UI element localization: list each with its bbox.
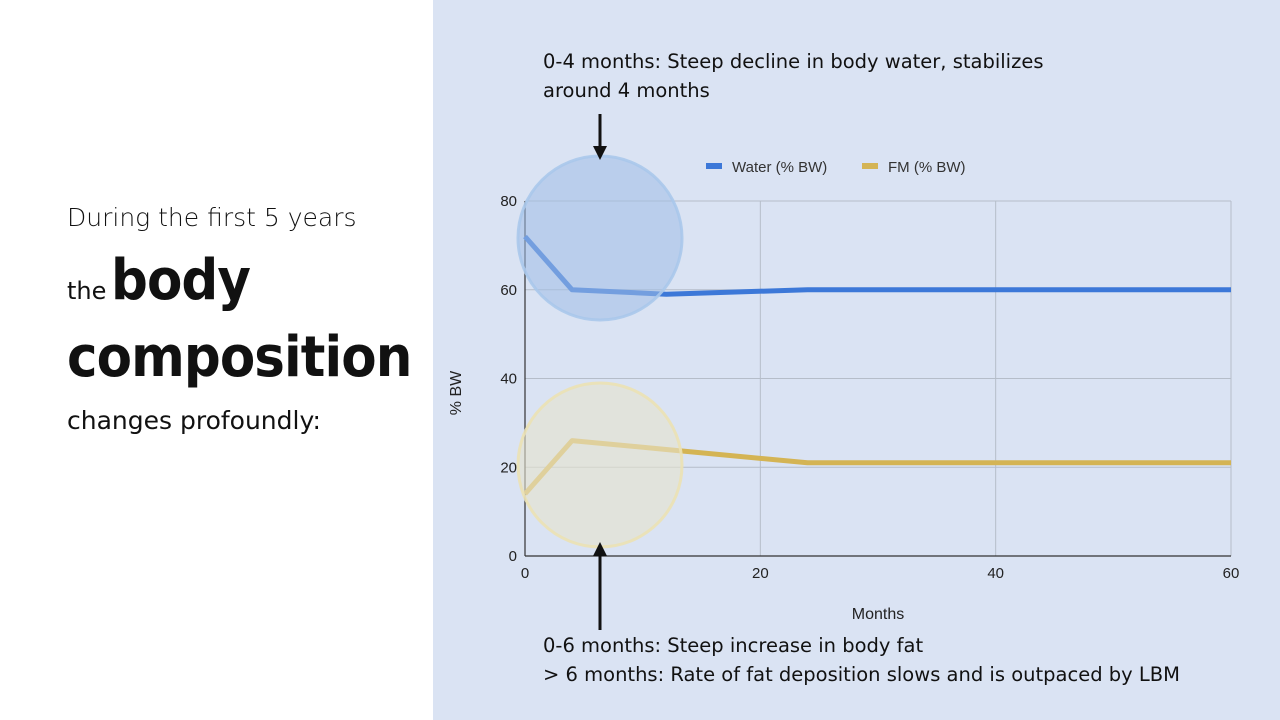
annotation-top-line-2: around 4 months	[543, 79, 710, 102]
fm-highlight-circle	[516, 381, 684, 549]
intro-word-body: body	[111, 248, 251, 313]
x-tick-label: 40	[987, 565, 1004, 582]
legend-label: Water (% BW)	[732, 159, 827, 176]
legend-label: FM (% BW)	[888, 159, 965, 176]
intro-line-2: the body	[67, 250, 441, 325]
annotation-bottom: 0-6 months: Steep increase in body fat >…	[543, 631, 1180, 689]
intro-line-3: composition	[67, 325, 441, 404]
left-panel: During the first 5 years the body compos…	[0, 0, 433, 720]
annotation-top: 0-4 months: Steep decline in body water,…	[543, 47, 1043, 105]
y-tick-label: 40	[500, 371, 517, 388]
annotation-bottom-line-1: 0-6 months: Steep increase in body fat	[543, 634, 924, 657]
annotation-bottom-line-2: > 6 months: Rate of fat deposition slows…	[543, 663, 1180, 686]
y-tick-label: 0	[509, 548, 517, 565]
intro-line-4: changes profoundly:	[67, 406, 321, 435]
intro-word-composition: composition	[67, 325, 412, 390]
y-tick-label: 80	[500, 193, 517, 210]
chart-highlights	[516, 154, 684, 549]
annotation-top-line-1: 0-4 months: Steep decline in body water,…	[543, 50, 1044, 73]
chart-panel	[433, 0, 1280, 720]
legend-swatch	[862, 163, 878, 169]
chart-tick-labels: 0 20 40 60 80 0 20 40 60	[500, 193, 1239, 582]
x-axis-label: Months	[852, 606, 904, 623]
intro-text: During the first 5 years the body compos…	[67, 200, 441, 438]
x-tick-label: 60	[1223, 565, 1240, 582]
x-tick-label: 20	[752, 565, 769, 582]
intro-line-1: During the first 5 years	[67, 203, 357, 232]
intro-word-the: the	[67, 277, 107, 305]
annotation-arrows	[593, 114, 607, 630]
bottom-arrow-head	[593, 542, 607, 556]
legend-swatch	[706, 163, 722, 169]
water-highlight-circle	[516, 154, 684, 322]
y-axis-label: % BW	[448, 370, 465, 415]
x-tick-label: 0	[521, 565, 529, 582]
y-tick-label: 60	[500, 282, 517, 299]
y-tick-label: 20	[500, 459, 517, 476]
top-arrow-head	[593, 146, 607, 160]
chart-legend: Water (% BW) FM (% BW)	[706, 159, 965, 176]
